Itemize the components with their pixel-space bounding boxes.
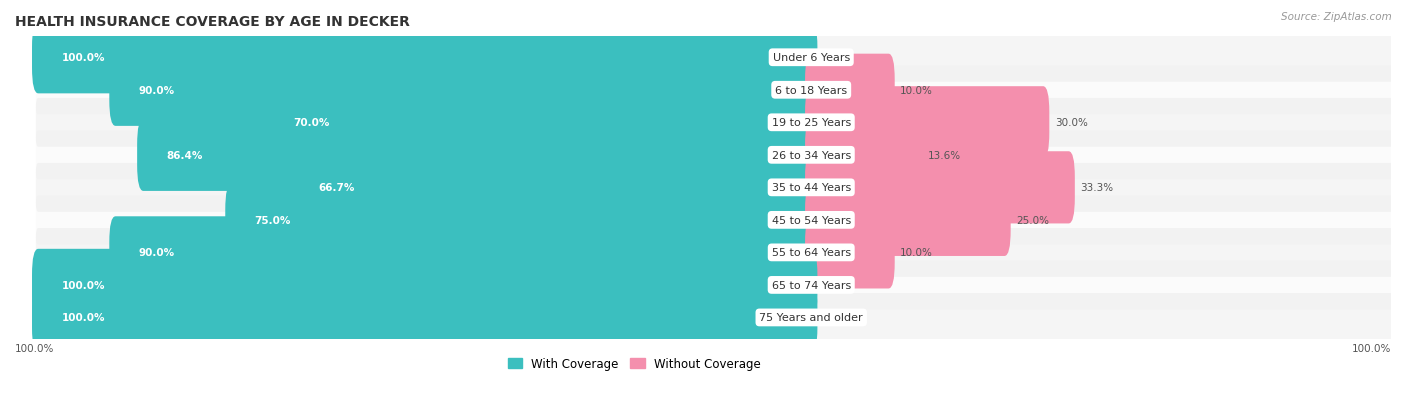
FancyBboxPatch shape	[806, 55, 894, 126]
Text: Under 6 Years: Under 6 Years	[773, 53, 849, 63]
FancyBboxPatch shape	[37, 293, 1406, 342]
Text: Source: ZipAtlas.com: Source: ZipAtlas.com	[1281, 12, 1392, 22]
Text: 100.0%: 100.0%	[62, 53, 105, 63]
FancyBboxPatch shape	[37, 228, 1406, 277]
Text: 65 to 74 Years: 65 to 74 Years	[772, 280, 851, 290]
Text: 100.0%: 100.0%	[62, 313, 105, 323]
FancyBboxPatch shape	[32, 282, 817, 354]
Text: 66.7%: 66.7%	[319, 183, 356, 193]
Text: 0.0%: 0.0%	[823, 53, 849, 63]
Text: 19 to 25 Years: 19 to 25 Years	[772, 118, 851, 128]
FancyBboxPatch shape	[37, 99, 1406, 147]
Text: 45 to 54 Years: 45 to 54 Years	[772, 215, 851, 225]
FancyBboxPatch shape	[138, 119, 817, 192]
Text: 70.0%: 70.0%	[294, 118, 329, 128]
Text: 100.0%: 100.0%	[62, 280, 105, 290]
Text: 25.0%: 25.0%	[1017, 215, 1049, 225]
FancyBboxPatch shape	[37, 261, 1406, 310]
Text: 0.0%: 0.0%	[823, 313, 849, 323]
Text: 75.0%: 75.0%	[254, 215, 291, 225]
FancyBboxPatch shape	[225, 184, 817, 256]
Text: 10.0%: 10.0%	[900, 248, 934, 258]
FancyBboxPatch shape	[110, 217, 817, 289]
FancyBboxPatch shape	[806, 119, 922, 192]
Text: 26 to 34 Years: 26 to 34 Years	[772, 150, 851, 160]
FancyBboxPatch shape	[32, 22, 817, 94]
Text: 55 to 64 Years: 55 to 64 Years	[772, 248, 851, 258]
Text: 30.0%: 30.0%	[1054, 118, 1088, 128]
FancyBboxPatch shape	[32, 249, 817, 321]
FancyBboxPatch shape	[806, 87, 1049, 159]
Text: 6 to 18 Years: 6 to 18 Years	[775, 85, 848, 95]
FancyBboxPatch shape	[806, 217, 894, 289]
Text: 33.3%: 33.3%	[1080, 183, 1114, 193]
FancyBboxPatch shape	[37, 66, 1406, 115]
FancyBboxPatch shape	[806, 152, 1074, 224]
Legend: With Coverage, Without Coverage: With Coverage, Without Coverage	[503, 353, 765, 375]
Text: HEALTH INSURANCE COVERAGE BY AGE IN DECKER: HEALTH INSURANCE COVERAGE BY AGE IN DECK…	[15, 15, 411, 29]
Text: 13.6%: 13.6%	[928, 150, 962, 160]
Text: 86.4%: 86.4%	[166, 150, 202, 160]
FancyBboxPatch shape	[37, 196, 1406, 244]
Text: 0.0%: 0.0%	[823, 280, 849, 290]
FancyBboxPatch shape	[37, 164, 1406, 212]
Text: 90.0%: 90.0%	[139, 248, 174, 258]
FancyBboxPatch shape	[110, 55, 817, 126]
FancyBboxPatch shape	[264, 87, 817, 159]
Text: 100.0%: 100.0%	[15, 343, 55, 353]
FancyBboxPatch shape	[37, 34, 1406, 83]
Text: 100.0%: 100.0%	[1351, 343, 1391, 353]
FancyBboxPatch shape	[806, 184, 1011, 256]
FancyBboxPatch shape	[37, 131, 1406, 180]
Text: 10.0%: 10.0%	[900, 85, 934, 95]
FancyBboxPatch shape	[290, 152, 817, 224]
Text: 75 Years and older: 75 Years and older	[759, 313, 863, 323]
Text: 90.0%: 90.0%	[139, 85, 174, 95]
Text: 35 to 44 Years: 35 to 44 Years	[772, 183, 851, 193]
